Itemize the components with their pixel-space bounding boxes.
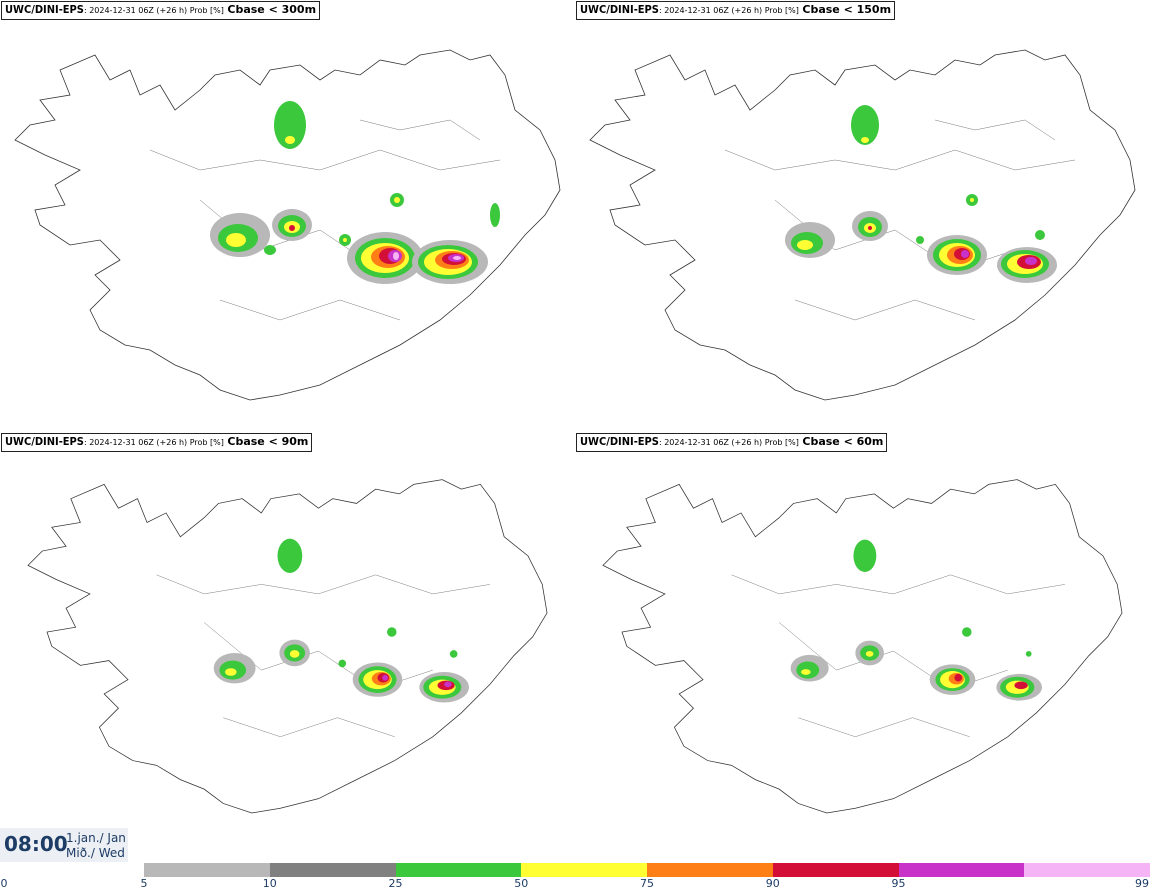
colorbar-segment <box>269 863 396 877</box>
map-panel-cbase-60: UWC/DINI-EPS: 2024-12-31 06Z (+26 h) Pro… <box>575 432 1150 852</box>
colorbar-segment <box>1024 863 1150 877</box>
colorbar-tick-label: 0 <box>0 877 8 890</box>
colorbar-tick-label: 90 <box>765 877 780 890</box>
colorbar-tick-label: 25 <box>388 877 403 890</box>
colorbar-tick-label: 99 <box>1135 877 1149 890</box>
run-info: : 2024-12-31 06Z (+26 h) Prob [%] <box>83 438 224 447</box>
panel-title: UWC/DINI-EPS: 2024-12-31 06Z (+26 h) Pro… <box>576 1 896 20</box>
run-info: : 2024-12-31 06Z (+26 h) Prob [%] <box>658 438 799 447</box>
panel-title: UWC/DINI-EPS: 2024-12-31 06Z (+26 h) Pro… <box>576 433 888 452</box>
iceland-map <box>589 49 1136 401</box>
colorbar-tick-label: 10 <box>262 877 277 890</box>
iceland-map <box>14 49 561 401</box>
run-info: : 2024-12-31 06Z (+26 h) Prob [%] <box>83 6 224 15</box>
colorbar-tick-label: 5 <box>140 877 148 890</box>
variable-name: Cbase < 60m <box>802 435 884 448</box>
colorbar-segment <box>772 863 899 877</box>
valid-date-line2: Mið./ Wed <box>66 846 125 860</box>
model-name: UWC/DINI-EPS <box>580 3 659 16</box>
variable-name: Cbase < 300m <box>227 3 317 16</box>
panel-title: UWC/DINI-EPS: 2024-12-31 06Z (+26 h) Pro… <box>1 1 321 20</box>
colorbar-segment <box>521 863 647 877</box>
model-name: UWC/DINI-EPS <box>580 435 659 448</box>
valid-date-line1: 1.jan./ Jan <box>66 831 126 845</box>
iceland-map <box>602 479 1123 814</box>
variable-name: Cbase < 90m <box>227 435 309 448</box>
valid-time: 08:00 <box>4 832 68 856</box>
colorbar-tick-label: 50 <box>514 877 529 890</box>
model-name: UWC/DINI-EPS <box>5 3 84 16</box>
iceland-map <box>27 479 548 814</box>
map-panel-cbase-150: UWC/DINI-EPS: 2024-12-31 06Z (+26 h) Pro… <box>575 0 1150 420</box>
map-panel-cbase-300: UWC/DINI-EPS: 2024-12-31 06Z (+26 h) Pro… <box>0 0 575 420</box>
model-name: UWC/DINI-EPS <box>5 435 84 448</box>
run-info: : 2024-12-31 06Z (+26 h) Prob [%] <box>658 6 799 15</box>
valid-time-box: 08:00 1.jan./ Jan Mið./ Wed <box>0 828 128 862</box>
colorbar-segment <box>144 863 270 877</box>
colorbar-segment <box>395 863 522 877</box>
variable-name: Cbase < 150m <box>802 3 892 16</box>
colorbar-tick-label: 95 <box>891 877 906 890</box>
probability-colorbar <box>144 863 1150 877</box>
colorbar-tick-label: 75 <box>640 877 654 890</box>
colorbar-segment <box>647 863 773 877</box>
map-panel-cbase-90: UWC/DINI-EPS: 2024-12-31 06Z (+26 h) Pro… <box>0 432 575 852</box>
colorbar-segment <box>898 863 1025 877</box>
panel-title: UWC/DINI-EPS: 2024-12-31 06Z (+26 h) Pro… <box>1 433 313 452</box>
